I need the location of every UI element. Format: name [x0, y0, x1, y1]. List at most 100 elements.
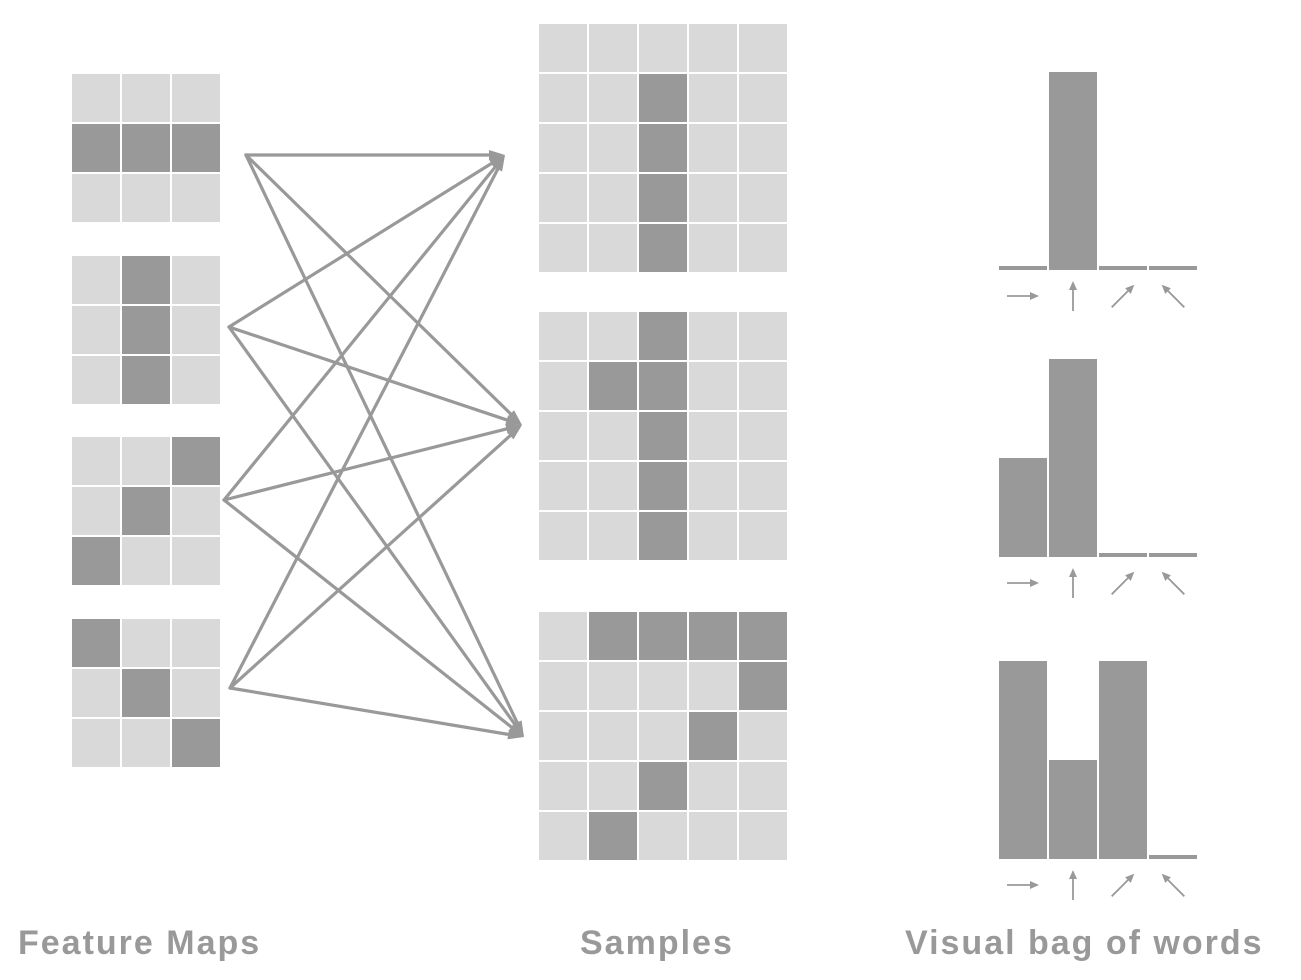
grid-cell	[72, 719, 120, 767]
histogram-bar	[1049, 359, 1097, 557]
grid-cell	[689, 762, 737, 810]
sample-2	[539, 312, 787, 560]
grid-cell	[639, 362, 687, 410]
grid-cell	[539, 74, 587, 122]
grid-cell	[739, 612, 787, 660]
grid-cell	[122, 437, 170, 485]
grid-cell	[739, 124, 787, 172]
grid-cell	[589, 612, 637, 660]
grid-cell	[72, 174, 120, 222]
connection-arrow	[227, 325, 522, 425]
histogram-bar	[1099, 266, 1147, 270]
grid-cell	[72, 256, 120, 304]
grid-cell	[172, 719, 220, 767]
grid-cell	[539, 124, 587, 172]
grid-cell	[689, 712, 737, 760]
grid-cell	[739, 312, 787, 360]
grid-cell	[72, 124, 120, 172]
caption-bag-of-words: Visual bag of words	[905, 924, 1264, 962]
histogram-bar	[1049, 760, 1097, 859]
grid-cell	[689, 812, 737, 860]
arrow-right-icon	[1007, 881, 1039, 889]
grid-cell	[122, 356, 170, 404]
arrow-up-left-icon	[1161, 571, 1185, 595]
grid-cell	[589, 24, 637, 72]
grid-cell	[122, 669, 170, 717]
grid-cell	[72, 669, 120, 717]
grid-cell	[639, 712, 687, 760]
arrow-up-right-icon	[1111, 873, 1135, 897]
connection-arrow	[228, 686, 524, 740]
connection-arrow	[244, 150, 505, 160]
grid-cell	[539, 512, 587, 560]
connection-arrow	[222, 498, 524, 737]
histogram-bar	[1099, 661, 1147, 859]
arrow-right-icon	[1007, 292, 1039, 300]
grid-cell	[539, 224, 587, 272]
histogram-3	[999, 661, 1197, 900]
caption-feature-maps: Feature Maps	[18, 924, 262, 962]
grid-cell	[589, 174, 637, 222]
histogram-bar	[999, 458, 1047, 557]
grid-cell	[589, 312, 637, 360]
grid-cell	[589, 124, 637, 172]
histogram-bar	[1149, 266, 1197, 270]
feature-map-horizontal	[72, 74, 220, 222]
grid-cell	[589, 362, 637, 410]
grid-cell	[172, 74, 220, 122]
grid-cell	[539, 24, 587, 72]
grid-cell	[639, 812, 687, 860]
connection-arrow	[228, 425, 522, 690]
grid-cell	[72, 437, 120, 485]
grid-cell	[689, 362, 737, 410]
grid-cell	[689, 174, 737, 222]
arrow-up-icon	[1069, 281, 1077, 311]
sample-1	[539, 24, 787, 272]
grid-cell	[589, 512, 637, 560]
caption-samples: Samples	[580, 924, 734, 962]
grid-cell	[739, 174, 787, 222]
grid-cell	[639, 174, 687, 222]
feature-map-diagonal-down	[72, 619, 220, 767]
grid-cell	[539, 174, 587, 222]
grid-cell	[639, 462, 687, 510]
connection-arrow	[222, 155, 505, 502]
grid-cell	[539, 362, 587, 410]
arrow-up-left-icon	[1161, 873, 1185, 897]
grid-cell	[122, 174, 170, 222]
grid-cell	[739, 224, 787, 272]
grid-cell	[739, 412, 787, 460]
grid-cell	[589, 662, 637, 710]
grid-cell	[172, 669, 220, 717]
grid-cell	[739, 662, 787, 710]
grid-cell	[739, 74, 787, 122]
grid-cell	[739, 512, 787, 560]
grid-cell	[539, 462, 587, 510]
grid-cell	[172, 487, 220, 535]
grid-cell	[639, 512, 687, 560]
grid-cell	[689, 124, 737, 172]
connection-arrow	[227, 325, 524, 737]
grid-cell	[689, 512, 737, 560]
histograms-group	[999, 72, 1197, 900]
grid-cell	[539, 812, 587, 860]
histogram-1	[999, 72, 1197, 311]
grid-cell	[739, 762, 787, 810]
grid-cell	[539, 612, 587, 660]
grid-cell	[172, 619, 220, 667]
connection-arrow	[228, 155, 505, 690]
connection-arrow	[244, 153, 522, 425]
feature-map-diagonal-up	[72, 437, 220, 585]
grid-cell	[689, 312, 737, 360]
histogram-bar	[1149, 553, 1197, 557]
arrow-up-right-icon	[1111, 284, 1135, 308]
histogram-bar	[1149, 855, 1197, 859]
grid-cell	[172, 256, 220, 304]
grid-cell	[639, 124, 687, 172]
arrow-up-left-icon	[1161, 284, 1185, 308]
connections-group	[222, 150, 524, 740]
histogram-bar	[1099, 553, 1147, 557]
grid-cell	[122, 306, 170, 354]
grid-cell	[172, 356, 220, 404]
grid-cell	[172, 437, 220, 485]
